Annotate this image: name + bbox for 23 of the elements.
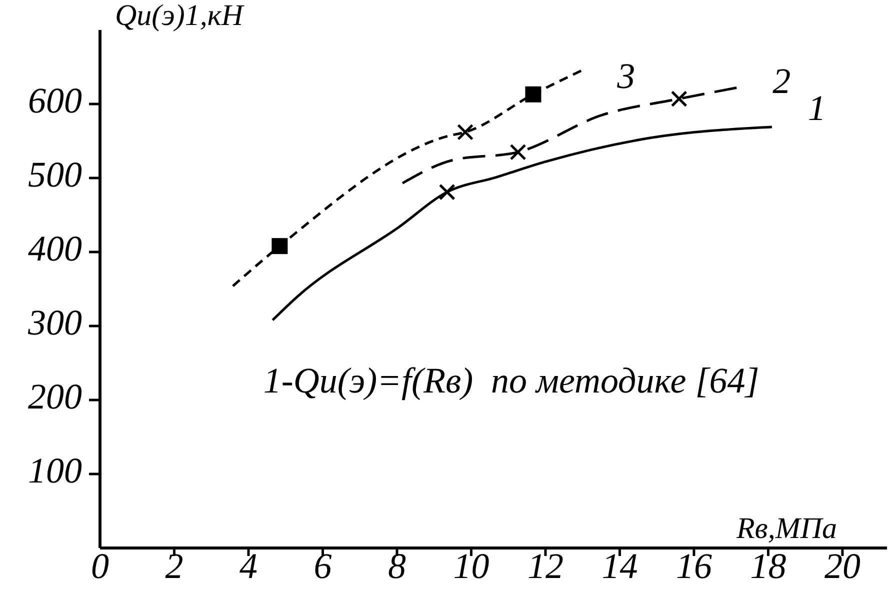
- x-tick-label: 20: [824, 546, 860, 586]
- x-tick-label: 10: [453, 546, 490, 586]
- x-axis-title: Rв,МПа: [735, 512, 837, 545]
- x-tick-label: 14: [602, 546, 638, 586]
- y-tick-label: 100: [28, 450, 82, 490]
- x-tick-label: 16: [676, 546, 712, 586]
- y-axis-title: Qu(э)1,кН: [115, 0, 246, 32]
- x-tick-label: 18: [750, 546, 786, 586]
- y-tick-label: 300: [27, 302, 82, 342]
- series-label: 1: [808, 88, 826, 128]
- x-tick-label: 12: [527, 546, 564, 586]
- y-tick-label: 200: [28, 376, 82, 416]
- series-label: 3: [616, 56, 636, 96]
- x-tick-label: 4: [239, 546, 258, 586]
- x-tick-label: 2: [165, 546, 184, 586]
- x-tick-label: 6: [314, 546, 332, 586]
- x-tick-label: 0: [91, 546, 109, 586]
- y-tick-label: 400: [28, 228, 82, 268]
- series-label: 2: [772, 60, 791, 101]
- y-tick-label: 500: [28, 154, 82, 194]
- annotation: 1-Qu(э)=f(Rв) по методике [64]: [263, 360, 760, 401]
- x-tick-label: 8: [388, 546, 406, 586]
- y-tick-label: 600: [28, 80, 82, 120]
